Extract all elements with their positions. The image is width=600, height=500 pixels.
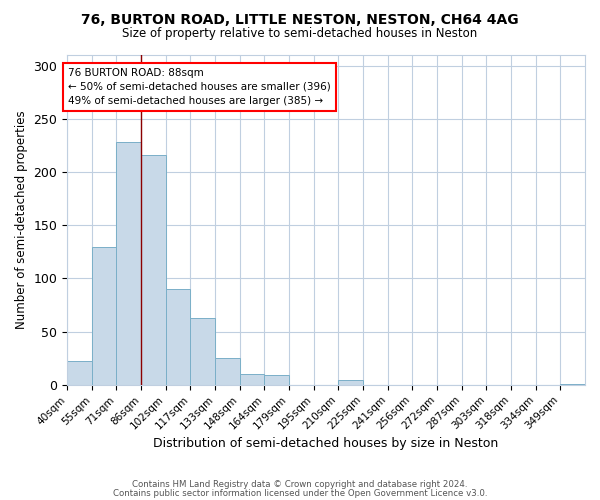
Text: Contains public sector information licensed under the Open Government Licence v3: Contains public sector information licen… <box>113 488 487 498</box>
Bar <box>215 358 240 385</box>
Bar <box>67 362 92 385</box>
Bar <box>338 380 363 385</box>
Text: Contains HM Land Registry data © Crown copyright and database right 2024.: Contains HM Land Registry data © Crown c… <box>132 480 468 489</box>
Bar <box>166 289 190 385</box>
Y-axis label: Number of semi-detached properties: Number of semi-detached properties <box>15 110 28 329</box>
Text: 76, BURTON ROAD, LITTLE NESTON, NESTON, CH64 4AG: 76, BURTON ROAD, LITTLE NESTON, NESTON, … <box>81 12 519 26</box>
Text: 76 BURTON ROAD: 88sqm
← 50% of semi-detached houses are smaller (396)
49% of sem: 76 BURTON ROAD: 88sqm ← 50% of semi-deta… <box>68 68 331 106</box>
Bar <box>265 376 289 385</box>
Bar <box>141 155 166 385</box>
Text: Size of property relative to semi-detached houses in Neston: Size of property relative to semi-detach… <box>122 28 478 40</box>
Bar <box>116 142 141 385</box>
Bar <box>560 384 585 385</box>
Bar <box>240 374 265 385</box>
Bar <box>190 318 215 385</box>
Bar <box>92 246 116 385</box>
X-axis label: Distribution of semi-detached houses by size in Neston: Distribution of semi-detached houses by … <box>154 437 499 450</box>
